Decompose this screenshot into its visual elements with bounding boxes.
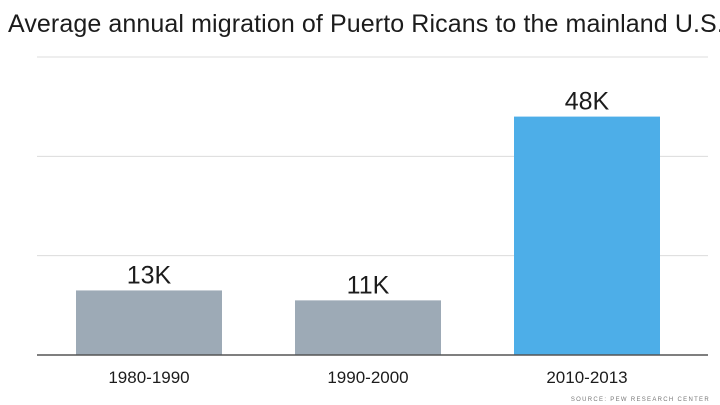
category-label-1990-2000: 1990-2000 (327, 368, 408, 387)
data-label-1990-2000: 11K (347, 271, 390, 299)
data-label-2010-2013: 48K (565, 88, 610, 116)
category-label-2010-2013: 2010-2013 (546, 368, 627, 387)
chart-title: Average annual migration of Puerto Rican… (8, 10, 720, 38)
category-label-1980-1990: 1980-1990 (108, 368, 189, 387)
bars-layer (76, 116, 660, 355)
bar-1980-1990 (76, 290, 222, 355)
source-note: SOURCE: PEW RESEARCH CENTER (570, 397, 710, 403)
data-label-1980-1990: 13K (127, 261, 172, 289)
bar-2010-2013 (514, 116, 660, 355)
labels-layer: 13K 1980-1990 11K 1990-2000 48K 2010-2013 (108, 88, 627, 387)
bar-1990-2000 (295, 300, 441, 355)
